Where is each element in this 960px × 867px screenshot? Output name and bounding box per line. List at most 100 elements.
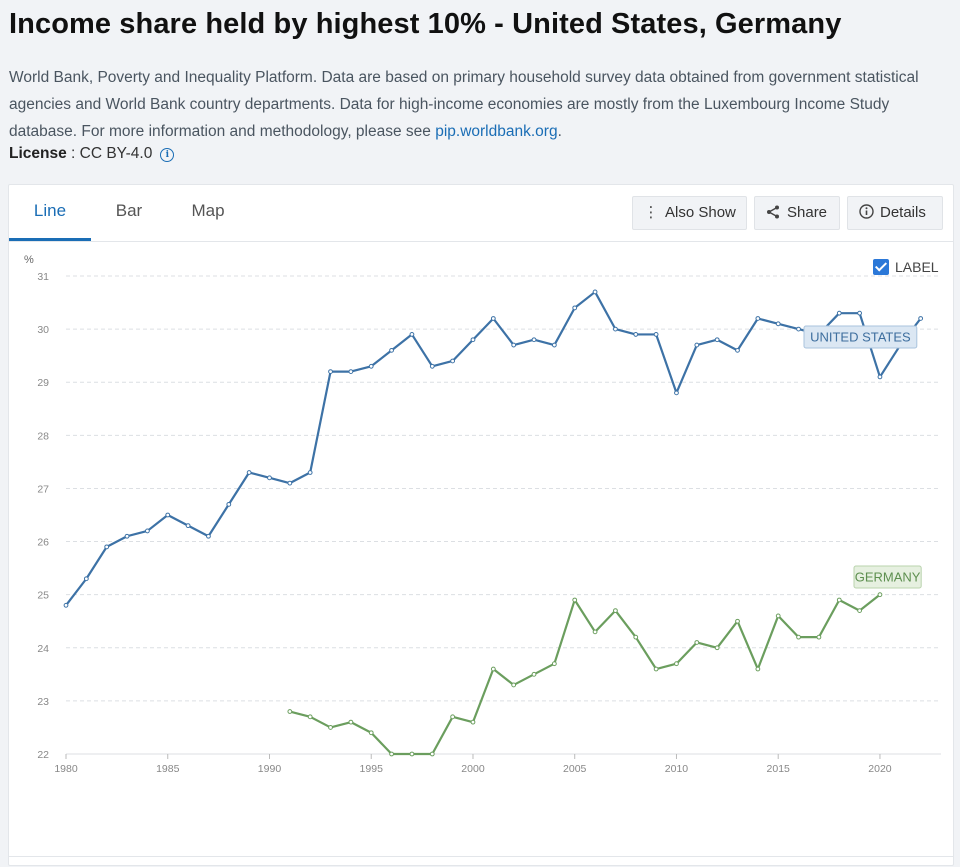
source-end: .: [557, 123, 562, 140]
data-point-us: [267, 475, 272, 481]
series-line-us: [65, 290, 922, 606]
data-point-us: [836, 310, 842, 316]
data-point-us: [674, 390, 679, 396]
y-tick-label: 25: [37, 590, 49, 602]
data-point-de: [287, 709, 293, 714]
data-point-us: [429, 363, 435, 369]
x-tick-label: 1980: [54, 763, 78, 775]
source-text: World Bank, Poverty and Inequality Platf…: [9, 69, 919, 140]
y-tick-label: 29: [37, 377, 49, 389]
data-point-de: [531, 671, 537, 677]
share-button[interactable]: Share: [754, 196, 840, 230]
x-tick-label: 2005: [563, 763, 587, 775]
tab-bar: Line Bar Map ⋮ Also Show Share Details: [9, 185, 953, 242]
data-point-de: [674, 661, 679, 667]
data-point-de: [389, 751, 394, 757]
info-icon[interactable]: i: [160, 148, 175, 162]
data-point-us: [328, 369, 333, 375]
label-toggle[interactable]: LABEL: [873, 259, 939, 279]
data-point-de: [816, 634, 822, 640]
also-show-label: Also Show: [665, 204, 736, 221]
data-point-de: [572, 597, 578, 603]
data-point-us: [450, 358, 456, 364]
data-point-de: [409, 751, 415, 757]
y-tick-label: 22: [37, 749, 49, 761]
data-point-de: [796, 634, 801, 640]
source-link[interactable]: pip.worldbank.org: [435, 123, 558, 140]
line-chart: 22 23 24 25 26 27 28 29 30 31% 1980 1985 1990 1995 200…: [24, 254, 941, 775]
share-icon: [765, 197, 781, 229]
data-point-us: [572, 305, 578, 311]
details-button[interactable]: Details: [847, 196, 943, 230]
data-point-us: [348, 369, 354, 375]
data-point-de: [735, 618, 740, 624]
data-point-us: [877, 374, 883, 380]
data-point-de: [470, 719, 476, 725]
details-label: Details: [880, 204, 926, 221]
data-point-us: [613, 326, 618, 332]
also-show-button[interactable]: ⋮ Also Show: [632, 196, 747, 230]
data-point-de: [368, 730, 374, 736]
tab-bar-chart[interactable]: Bar: [115, 201, 143, 220]
data-point-us: [694, 342, 700, 348]
y-tick-label: 31: [37, 271, 49, 283]
data-point-de: [857, 608, 863, 614]
label-checkbox[interactable]: [873, 259, 889, 275]
tab-map[interactable]: Map: [191, 201, 225, 220]
info-circle-icon: [858, 197, 874, 229]
y-axis-label: %: [24, 254, 34, 266]
source-description: World Bank, Poverty and Inequality Platf…: [9, 64, 939, 145]
x-tick-label: 2000: [461, 763, 485, 775]
data-point-de: [348, 719, 354, 725]
data-point-de: [755, 666, 761, 672]
data-point-us: [735, 347, 740, 353]
x-tick-label: 2015: [767, 763, 791, 775]
series-label-box-us: [803, 325, 918, 349]
data-point-us: [287, 480, 293, 486]
card-footer: [9, 856, 953, 865]
series-line-de: [289, 593, 881, 756]
data-point-us: [511, 342, 517, 348]
x-tick-label: 1985: [156, 763, 180, 775]
data-point-us: [470, 337, 476, 343]
data-point-us: [551, 342, 557, 348]
data-point-us: [165, 512, 171, 518]
data-point-us: [490, 316, 496, 321]
data-point-us: [185, 523, 191, 529]
tab-line[interactable]: Line: [9, 185, 91, 241]
series-label-us: UNITED STATES: [810, 330, 911, 345]
y-tick-label: 26: [37, 537, 49, 549]
data-point-de: [775, 613, 781, 619]
data-point-de: [551, 661, 557, 667]
data-point-us: [104, 544, 110, 550]
x-tick-label: 2020: [868, 763, 892, 775]
data-point-us: [531, 337, 537, 343]
share-label: Share: [787, 204, 828, 221]
label-toggle-text: LABEL: [895, 259, 939, 275]
data-point-de: [714, 645, 720, 651]
data-point-us: [63, 602, 69, 608]
data-point-de: [450, 714, 456, 720]
chart-area: 22 23 24 25 26 27 28 29 30 31% 1980 1985 1990 1995 200…: [9, 242, 953, 862]
data-point-de: [633, 634, 639, 640]
y-tick-label: 24: [37, 643, 49, 655]
license-line: License : CC BY-4.0 i: [9, 145, 175, 163]
data-point-de: [328, 725, 333, 730]
x-tick-label: 2010: [665, 763, 689, 775]
page-title: Income share held by highest 10% - Unite…: [9, 8, 842, 40]
y-tick-label: 23: [37, 696, 49, 708]
data-point-de: [836, 597, 842, 603]
license-value: : CC BY-4.0: [66, 145, 153, 162]
chart-card: Line Bar Map ⋮ Also Show Share Details: [8, 184, 954, 866]
data-point-us: [409, 332, 415, 337]
license-label: License: [9, 145, 67, 162]
data-point-us: [206, 533, 211, 539]
data-point-us: [226, 501, 232, 507]
data-point-us: [124, 533, 130, 539]
data-point-de: [429, 751, 435, 757]
series-label-de: GERMANY: [855, 570, 921, 585]
data-point-us: [144, 528, 150, 534]
data-point-de: [613, 608, 618, 614]
more-vertical-icon: ⋮: [643, 204, 659, 221]
data-point-us: [633, 332, 639, 337]
